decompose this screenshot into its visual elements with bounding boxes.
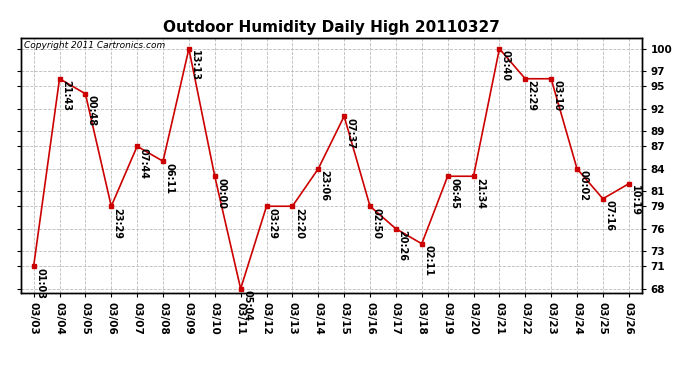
Text: 22:20: 22:20 <box>294 208 304 238</box>
Text: 05:04: 05:04 <box>242 290 252 321</box>
Text: 03:10: 03:10 <box>553 80 562 111</box>
Text: 00:48: 00:48 <box>87 95 97 126</box>
Text: 10:19: 10:19 <box>630 185 640 216</box>
Text: 23:06: 23:06 <box>319 170 330 201</box>
Text: 07:37: 07:37 <box>346 118 355 148</box>
Text: 00:00: 00:00 <box>216 178 226 209</box>
Text: Copyright 2011 Cartronics.com: Copyright 2011 Cartronics.com <box>23 41 165 50</box>
Text: 23:29: 23:29 <box>112 208 123 238</box>
Text: 03:29: 03:29 <box>268 208 278 238</box>
Title: Outdoor Humidity Daily High 20110327: Outdoor Humidity Daily High 20110327 <box>163 20 500 35</box>
Text: 01:03: 01:03 <box>35 268 45 298</box>
Text: 22:29: 22:29 <box>526 80 537 111</box>
Text: 00:02: 00:02 <box>578 170 589 201</box>
Text: 02:11: 02:11 <box>423 245 433 276</box>
Text: 02:50: 02:50 <box>371 208 382 238</box>
Text: 06:11: 06:11 <box>164 163 175 194</box>
Text: 06:45: 06:45 <box>449 178 459 209</box>
Text: 13:13: 13:13 <box>190 50 200 81</box>
Text: 03:40: 03:40 <box>501 50 511 81</box>
Text: 07:44: 07:44 <box>139 148 148 178</box>
Text: 20:26: 20:26 <box>397 230 407 261</box>
Text: 07:16: 07:16 <box>604 200 614 231</box>
Text: 21:43: 21:43 <box>61 80 71 111</box>
Text: 21:34: 21:34 <box>475 178 485 209</box>
